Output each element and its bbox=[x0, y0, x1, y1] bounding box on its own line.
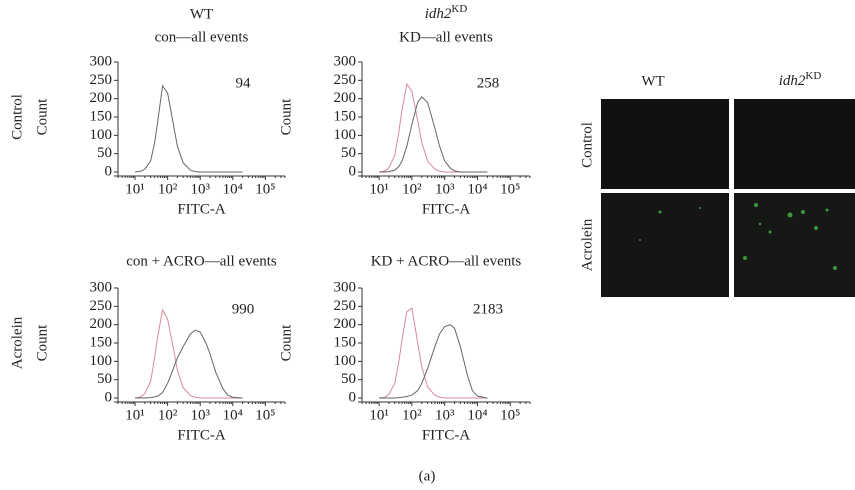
x-tick-label: 10³ bbox=[190, 407, 210, 423]
annotation: 990 bbox=[232, 301, 255, 317]
micrograph-column-superscript: KD bbox=[805, 70, 821, 82]
x-tick-label: 10³ bbox=[190, 181, 210, 197]
y-tick-label: 200 bbox=[334, 90, 357, 106]
x-axis-label: FITC-A bbox=[422, 427, 471, 443]
x-tick-label: 10⁴ bbox=[467, 407, 487, 423]
y-tick-label: 200 bbox=[90, 90, 113, 106]
micrograph bbox=[734, 99, 855, 189]
caption: (a) bbox=[419, 468, 436, 484]
x-tick-label: 10⁴ bbox=[223, 407, 243, 423]
x-tick-label: 10² bbox=[402, 407, 422, 423]
micrograph-row-label: Control bbox=[579, 122, 595, 168]
y-axis-label: Count bbox=[34, 324, 50, 362]
x-tick-label: 10² bbox=[158, 181, 178, 197]
y-tick-label: 50 bbox=[97, 145, 112, 161]
y-tick-label: 250 bbox=[334, 72, 357, 88]
chart-title: idh2KD bbox=[425, 3, 468, 23]
x-tick-label: 10⁵ bbox=[255, 407, 275, 423]
x-axis-label: FITC-A bbox=[177, 201, 226, 217]
y-tick-label: 300 bbox=[334, 279, 357, 295]
x-tick-label: 10⁵ bbox=[500, 407, 520, 423]
micrograph-panel: WT idh2KD Control Acrolein bbox=[579, 70, 855, 297]
y-tick-label: 150 bbox=[90, 108, 113, 124]
chart-subtitle: con—all events bbox=[155, 29, 249, 45]
micrograph-column-label: idh2KD bbox=[779, 70, 822, 90]
histogram-line bbox=[135, 330, 243, 398]
x-tick-label: 10¹ bbox=[125, 407, 145, 423]
y-tick-label: 300 bbox=[90, 279, 113, 295]
y-tick-label: 100 bbox=[90, 353, 113, 369]
y-tick-label: 100 bbox=[334, 127, 357, 143]
y-tick-label: 0 bbox=[349, 389, 357, 405]
y-tick-label: 100 bbox=[334, 353, 357, 369]
annotation: 94 bbox=[236, 75, 252, 91]
histogram-line bbox=[135, 86, 243, 172]
x-tick-label: 10⁴ bbox=[467, 181, 487, 197]
histogram-line bbox=[379, 325, 487, 398]
y-axis-label: Count bbox=[278, 324, 294, 362]
annotation: 258 bbox=[477, 75, 500, 91]
y-tick-label: 150 bbox=[334, 334, 357, 350]
y-tick-label: 300 bbox=[90, 53, 113, 69]
x-tick-label: 10⁵ bbox=[255, 181, 275, 197]
y-tick-label: 200 bbox=[334, 316, 357, 332]
y-tick-label: 200 bbox=[90, 316, 113, 332]
y-axis-label: Count bbox=[278, 98, 294, 136]
y-tick-label: 150 bbox=[334, 108, 357, 124]
x-tick-label: 10² bbox=[158, 407, 178, 423]
x-tick-label: 10¹ bbox=[369, 407, 389, 423]
annotation: 2183 bbox=[473, 301, 503, 317]
y-tick-label: 300 bbox=[334, 53, 357, 69]
row-label: Control bbox=[9, 94, 25, 140]
chart-subtitle: KD—all events bbox=[399, 29, 493, 45]
x-tick-label: 10¹ bbox=[369, 181, 389, 197]
histogram-line bbox=[135, 310, 243, 398]
y-tick-label: 0 bbox=[105, 389, 113, 405]
y-tick-label: 0 bbox=[105, 163, 113, 179]
micrograph bbox=[601, 193, 729, 297]
x-tick-label: 10⁵ bbox=[500, 181, 520, 197]
chart-title-superscript: KD bbox=[451, 3, 467, 15]
y-tick-label: 50 bbox=[97, 371, 112, 387]
micrograph bbox=[734, 193, 855, 297]
x-axis-label: FITC-A bbox=[422, 201, 471, 217]
y-tick-label: 0 bbox=[349, 163, 357, 179]
y-tick-label: 250 bbox=[90, 72, 113, 88]
y-tick-label: 150 bbox=[90, 334, 113, 350]
row-label: Acrolein bbox=[9, 316, 25, 369]
x-tick-label: 10³ bbox=[435, 407, 455, 423]
y-tick-label: 250 bbox=[334, 298, 357, 314]
figure: WT idh2KD Control Acrolein (a) WTcon—all… bbox=[0, 0, 855, 490]
y-tick-label: 100 bbox=[90, 127, 113, 143]
chart-title: WT bbox=[190, 6, 213, 22]
y-tick-label: 50 bbox=[341, 145, 356, 161]
micrograph-row-label: Acrolein bbox=[579, 218, 595, 271]
histogram-line bbox=[379, 84, 487, 172]
chart-title-main: idh2 bbox=[425, 6, 452, 22]
micrograph-column-label-main: idh2 bbox=[779, 73, 806, 89]
histogram-line bbox=[379, 97, 487, 172]
x-tick-label: 10² bbox=[402, 181, 422, 197]
micrograph bbox=[601, 99, 729, 189]
x-tick-label: 10⁴ bbox=[223, 181, 243, 197]
histogram-line bbox=[379, 308, 487, 398]
chart-title: con + ACRO—all events bbox=[126, 253, 277, 269]
micrograph-column-label: WT bbox=[641, 73, 664, 89]
x-axis-label: FITC-A bbox=[177, 427, 226, 443]
y-axis-label: Count bbox=[34, 98, 50, 136]
chart-title: KD + ACRO—all events bbox=[371, 253, 522, 269]
y-tick-label: 50 bbox=[341, 371, 356, 387]
x-tick-label: 10³ bbox=[435, 181, 455, 197]
x-tick-label: 10¹ bbox=[125, 181, 145, 197]
y-tick-label: 250 bbox=[90, 298, 113, 314]
